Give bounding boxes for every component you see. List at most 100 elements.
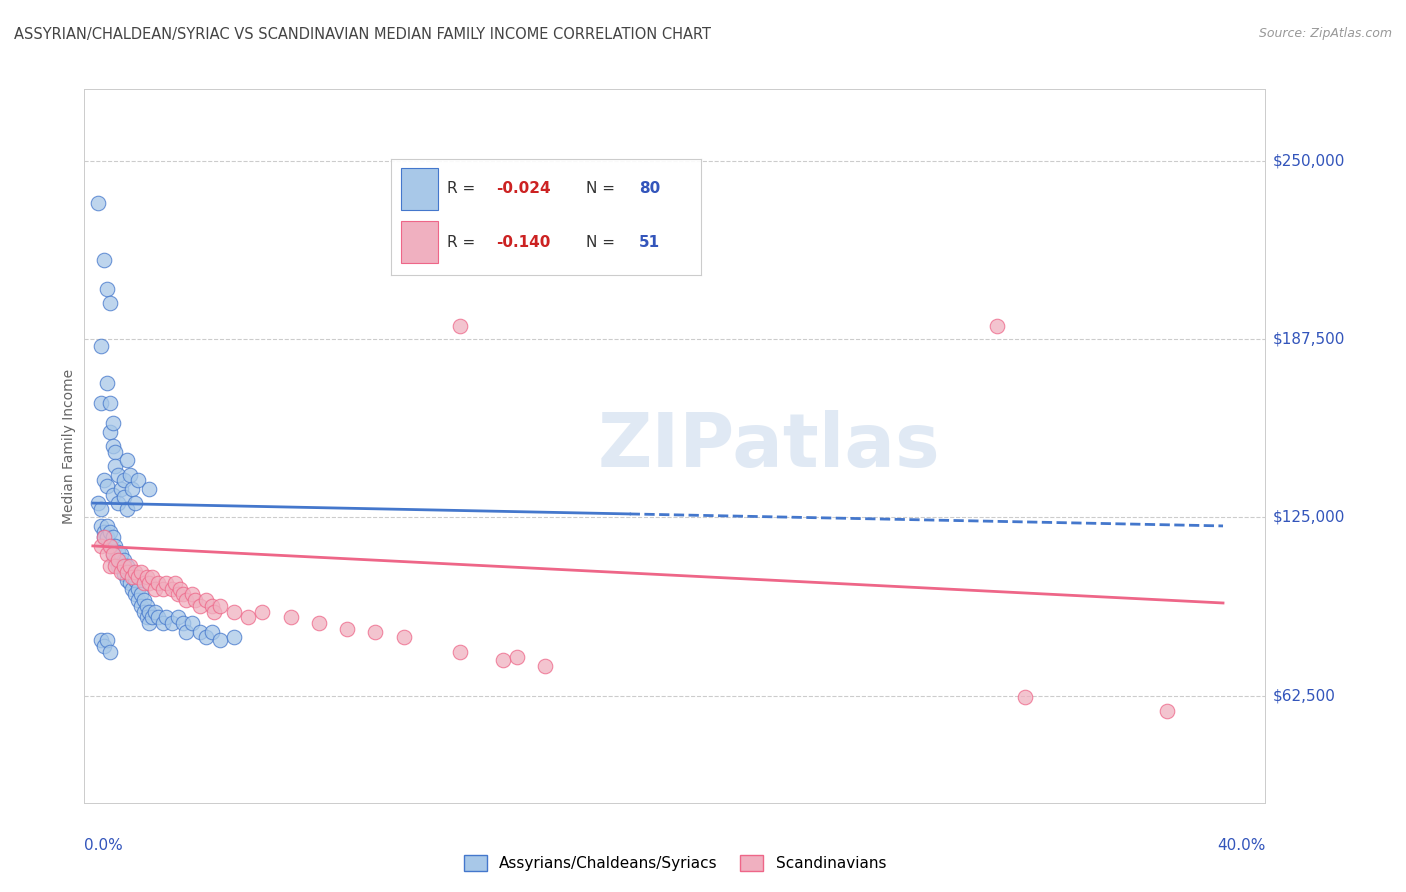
Text: 0.0%: 0.0% [84,838,124,854]
Point [127,593,149,607]
Point [155,610,177,624]
Point [107,496,129,510]
Point [96,479,118,493]
Point [107,544,129,558]
Text: R =: R = [447,181,481,196]
Text: -0.024: -0.024 [496,181,551,196]
Point [138,482,160,496]
Point [194,630,217,644]
Point [188,624,211,639]
Point [96,282,118,296]
Point [364,624,387,639]
Point [93,473,115,487]
Point [135,570,157,584]
Point [124,565,146,579]
Point [194,593,217,607]
Text: ZIPatlas: ZIPatlas [598,409,941,483]
Text: 80: 80 [638,181,661,196]
Legend: Assyrians/Chaldeans/Syriacs, Scandinavians: Assyrians/Chaldeans/Syriacs, Scandinavia… [457,849,893,877]
Point [93,530,115,544]
Text: $250,000: $250,000 [1272,153,1344,168]
Point [200,624,222,639]
Point [112,558,135,573]
Point [96,633,118,648]
Point [104,553,127,567]
Point [202,605,225,619]
Point [121,567,143,582]
Point [104,558,127,573]
Point [90,339,112,353]
Point [127,582,149,596]
Point [98,396,121,410]
Point [87,196,110,211]
Point [392,630,415,644]
Point [132,593,155,607]
Point [152,582,174,596]
Point [127,570,149,584]
Text: $187,500: $187,500 [1272,332,1344,346]
Point [104,539,127,553]
Point [1156,705,1178,719]
Point [121,482,143,496]
Point [252,605,274,619]
Bar [401,168,437,210]
Point [112,567,135,582]
Point [986,319,1008,334]
Point [208,633,231,648]
Point [163,576,186,591]
Point [200,599,222,613]
Point [169,582,191,596]
Point [166,610,188,624]
Point [141,610,163,624]
Point [90,501,112,516]
Point [174,624,197,639]
Point [112,473,135,487]
Point [135,610,157,624]
Point [238,610,260,624]
Text: R =: R = [447,235,481,250]
Point [124,587,146,601]
Point [138,605,160,619]
Point [98,558,121,573]
Point [118,565,141,579]
Point [124,573,146,587]
Point [110,482,132,496]
Point [129,587,152,601]
Point [101,416,124,430]
Text: ASSYRIAN/CHALDEAN/SYRIAC VS SCANDINAVIAN MEDIAN FAMILY INCOME CORRELATION CHART: ASSYRIAN/CHALDEAN/SYRIAC VS SCANDINAVIAN… [14,27,711,42]
Point [121,582,143,596]
Point [180,587,202,601]
Bar [401,221,437,263]
Point [115,453,138,467]
Point [93,253,115,268]
Text: 51: 51 [638,235,659,250]
Point [96,376,118,391]
Point [107,467,129,482]
Point [172,615,194,630]
Point [129,565,152,579]
Point [172,587,194,601]
Point [449,319,471,334]
Point [98,539,121,553]
Point [110,548,132,562]
Point [101,439,124,453]
Point [98,539,121,553]
Text: -0.140: -0.140 [496,235,551,250]
Point [224,630,246,644]
Point [174,593,197,607]
Text: $62,500: $62,500 [1272,689,1336,703]
Point [93,639,115,653]
Point [110,558,132,573]
Point [138,576,160,591]
Point [104,444,127,458]
Text: N =: N = [586,181,620,196]
Point [135,599,157,613]
Point [93,524,115,539]
Point [491,653,513,667]
Point [104,458,127,473]
Point [98,296,121,310]
Point [93,530,115,544]
Point [101,487,124,501]
Point [132,605,155,619]
Point [98,524,121,539]
